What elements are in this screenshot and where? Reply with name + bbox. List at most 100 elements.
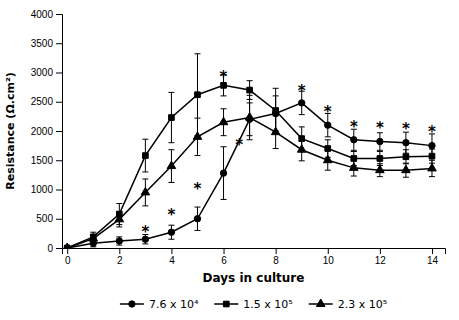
error-bar-cap (247, 80, 253, 81)
axis-line (63, 249, 446, 255)
legend: 7.6 x 10⁴1.5 x 10⁵2.3 x 10⁵ (120, 298, 387, 311)
annotations: *********** (141, 68, 436, 241)
tick-label: 6 (221, 255, 227, 266)
marker (429, 142, 435, 148)
tick-label: 12 (375, 255, 387, 266)
tick: 1000 (31, 184, 62, 195)
error-bar-cap (168, 225, 174, 226)
annotation: * (376, 119, 384, 137)
series (64, 91, 435, 248)
marker (143, 153, 149, 159)
chart: 0246810121405001000150020002500300035004… (0, 0, 459, 320)
error-bar-cap (351, 151, 357, 152)
error-bar-cap (142, 243, 148, 244)
marker (402, 165, 411, 172)
error-bar-cap (247, 139, 253, 140)
marker (377, 156, 383, 162)
error-bar-cap (377, 176, 383, 177)
error-bar-cap (351, 176, 357, 177)
error-bar-cap (377, 163, 383, 164)
error-bar (168, 92, 174, 142)
marker (429, 153, 435, 159)
tick: 6 (221, 248, 227, 266)
marker (428, 163, 437, 170)
marker (193, 132, 202, 139)
marker (89, 234, 98, 241)
marker (169, 115, 175, 121)
tick-mark (56, 131, 62, 132)
marker (219, 117, 228, 124)
marker (273, 108, 279, 114)
tick-label: 0 (47, 243, 53, 254)
error-bar (221, 147, 227, 200)
error-bar-cap (194, 53, 200, 54)
error-bar-cap (142, 139, 148, 140)
marker (245, 113, 254, 120)
legend-item: 1.5 x 10⁵ (214, 298, 292, 311)
y-axis-title: Resistance (Ω.cm²) (4, 72, 17, 190)
tick-label: 4 (169, 255, 175, 266)
marker (403, 140, 409, 146)
tick-label: 8 (273, 255, 279, 266)
marker (325, 122, 331, 128)
error-bar-cap (221, 135, 227, 136)
annotation: * (350, 118, 358, 136)
error-bar-cap (116, 245, 122, 246)
marker (195, 92, 201, 98)
line (67, 85, 432, 248)
series (64, 54, 435, 248)
axis-line (56, 15, 63, 249)
error-bar-cap (194, 230, 200, 231)
tick: 4000 (31, 9, 62, 20)
error-bar-cap (168, 182, 174, 183)
tick: 0 (65, 248, 71, 266)
marker (325, 146, 331, 152)
error-bar-cap (168, 142, 174, 143)
tick-mark (276, 248, 277, 254)
marker (299, 100, 305, 106)
line (67, 118, 432, 248)
error-bar-cap (90, 232, 96, 233)
marker (115, 214, 124, 221)
tick-mark (56, 219, 62, 220)
tick-mark (56, 14, 62, 15)
annotation: * (220, 68, 228, 86)
error-bar-cap (299, 114, 305, 115)
tick-mark (224, 248, 225, 254)
y-axis: 05001000150020002500300035004000 (31, 9, 63, 254)
marker (297, 145, 306, 152)
marker (167, 161, 176, 168)
marker (116, 238, 122, 244)
annotation: * (428, 123, 436, 141)
marker (168, 229, 174, 235)
error-bar-cap (299, 126, 305, 127)
error-bar-cap (429, 160, 435, 161)
error-bar-cap (90, 242, 96, 243)
marker (351, 137, 357, 143)
tick: 2000 (31, 126, 62, 137)
legend-marker (223, 301, 229, 307)
error-bar-cap (429, 176, 435, 177)
tick: 1500 (31, 155, 62, 166)
error-bar-cap (403, 163, 409, 164)
marker (220, 170, 226, 176)
error-bar-cap (351, 150, 357, 151)
annotation: * (402, 120, 410, 138)
x-axis-title: Days in culture (203, 271, 305, 285)
plot: 0246810121405001000150020002500300035004… (31, 9, 446, 266)
annotation: * (141, 223, 149, 241)
tick-mark (328, 248, 329, 254)
tick: 3500 (31, 38, 62, 49)
marker (403, 154, 409, 160)
error-bar (142, 139, 148, 172)
tick-label: 2 (117, 255, 123, 266)
legend-marker (129, 301, 135, 307)
error-bar-cap (325, 170, 331, 171)
error-bar-cap (142, 205, 148, 206)
annotation: * (167, 206, 175, 224)
error-bar-cap (325, 150, 331, 151)
error-bar-cap (221, 146, 227, 147)
tick: 10 (323, 248, 335, 266)
tick-label: 2500 (31, 96, 54, 107)
x-axis: 02468101214 (63, 248, 446, 266)
